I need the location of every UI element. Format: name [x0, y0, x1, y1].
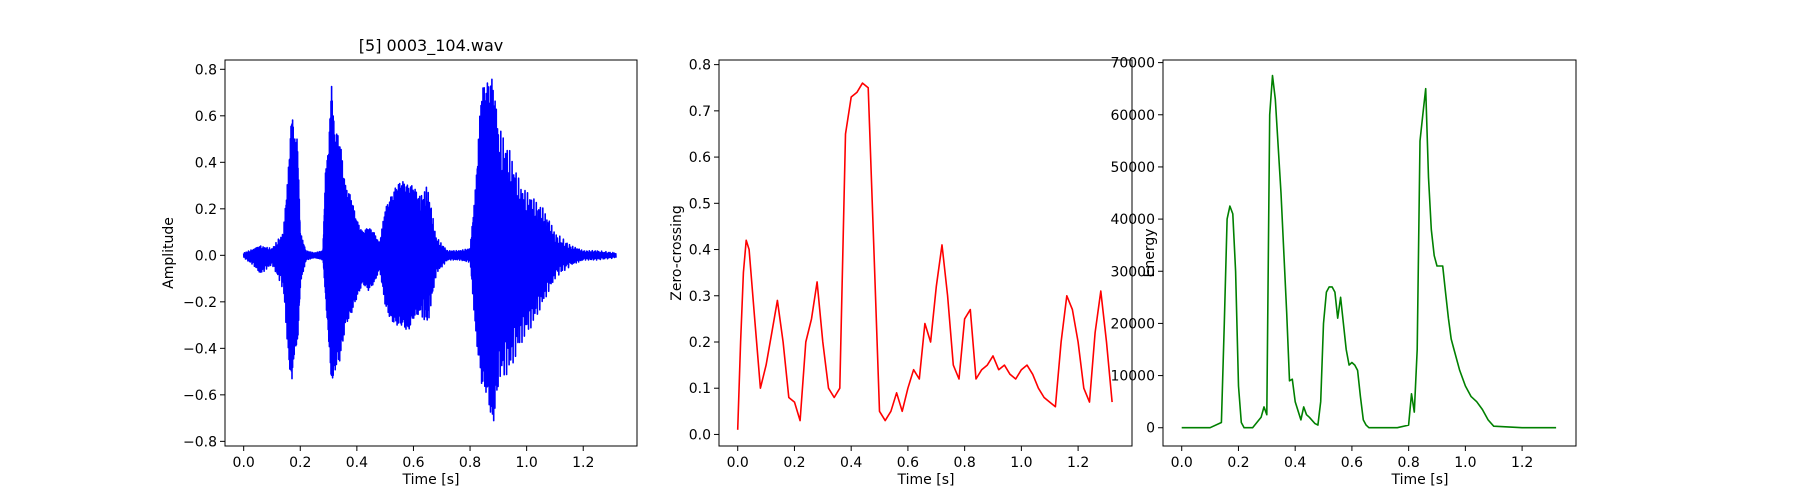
energy-series-line — [1181, 74, 1557, 429]
waveform-axes-frame — [224, 59, 638, 447]
waveform-y-tick-label: 0.6 — [195, 109, 217, 125]
waveform-series-line — [242, 78, 617, 422]
zero-crossing-subplot: Time [s] Zero-crossing 0.0 0.2 0.4 0.6 0.8 1.… — [669, 58, 1133, 488]
zero-crossing-y-tick-label: 0.4 — [689, 243, 711, 259]
energy-x-tick-label: 1.0 — [1454, 455, 1476, 471]
waveform-x-tick-label: 0.4 — [346, 455, 368, 471]
energy-y-tick-label: 0 — [1146, 421, 1155, 437]
waveform-y-tick-label: −0.8 — [183, 434, 217, 450]
energy-x-tick-label: 0.2 — [1227, 455, 1249, 471]
zero-crossing-y-tick-label: 0.5 — [689, 196, 711, 212]
waveform-y-tick-label: −0.4 — [183, 341, 217, 357]
waveform-title: [5] 0003_104.wav — [359, 36, 503, 56]
waveform-x-tick-label: 0.2 — [289, 455, 311, 471]
zero-crossing-y-tick-label: 0.6 — [689, 150, 711, 166]
energy-x-axis-label: Time [s] — [1391, 472, 1449, 488]
energy-axes-frame — [1162, 59, 1577, 447]
waveform-subplot: [5] 0003_104.wav Time [s] Amplitude 0.0 0… — [161, 36, 638, 488]
waveform-y-axis-label: Amplitude — [161, 217, 177, 289]
energy-y-tick-label: 50000 — [1110, 160, 1155, 176]
zero-crossing-y-tick-label: 0.2 — [689, 335, 711, 351]
zero-crossing-x-tick-label: 0.8 — [954, 455, 976, 471]
energy-subplot: Time [s] Energy 0.0 0.2 0.4 0.6 0.8 1.0 1.2 0 10… — [1110, 56, 1577, 488]
energy-y-tick-label: 60000 — [1110, 108, 1155, 124]
energy-x-tick-label: 0.4 — [1284, 455, 1306, 471]
zero-crossing-x-axis-label: Time [s] — [897, 472, 955, 488]
zero-crossing-series-line — [736, 82, 1113, 430]
energy-y-axis-label: Energy — [1142, 228, 1158, 277]
energy-x-tick-label: 0.0 — [1171, 455, 1193, 471]
waveform-y-tick-label: −0.6 — [183, 388, 217, 404]
waveform-y-tick-label: 0.8 — [195, 62, 217, 78]
zero-crossing-x-tick-label: 0.2 — [783, 455, 805, 471]
waveform-y-tick-label: 0.2 — [195, 202, 217, 218]
zero-crossing-x-tick-label: 0.4 — [840, 455, 862, 471]
waveform-x-axis-label: Time [s] — [402, 472, 460, 488]
zero-crossing-y-tick-label: 0.1 — [689, 381, 711, 397]
waveform-x-tick-label: 0.0 — [233, 455, 255, 471]
energy-y-tick-label: 20000 — [1110, 316, 1155, 332]
waveform-y-tick-label: 0.4 — [195, 155, 217, 171]
zero-crossing-y-tick-label: 0.7 — [689, 104, 711, 120]
zero-crossing-y-tick-label: 0.8 — [689, 58, 711, 74]
energy-x-tick-label: 0.6 — [1341, 455, 1363, 471]
waveform-x-tick-label: 0.8 — [459, 455, 481, 471]
waveform-x-tick-label: 0.6 — [402, 455, 424, 471]
waveform-x-tick-label: 1.0 — [516, 455, 538, 471]
zero-crossing-y-tick-label: 0.0 — [689, 427, 711, 443]
waveform-y-tick-label: −0.2 — [183, 295, 217, 311]
energy-y-tick-label: 40000 — [1110, 212, 1155, 228]
energy-y-tick-label: 30000 — [1110, 264, 1155, 280]
zero-crossing-x-tick-label: 1.0 — [1010, 455, 1032, 471]
zero-crossing-x-tick-label: 0.6 — [897, 455, 919, 471]
energy-x-tick-label: 1.2 — [1511, 455, 1533, 471]
energy-y-tick-label: 70000 — [1110, 56, 1155, 72]
zero-crossing-x-tick-label: 0.0 — [727, 455, 749, 471]
waveform-x-tick-label: 1.2 — [572, 455, 594, 471]
zero-crossing-x-tick-label: 1.2 — [1067, 455, 1089, 471]
energy-x-tick-label: 0.8 — [1398, 455, 1420, 471]
zero-crossing-axes-frame — [718, 59, 1133, 447]
energy-y-tick-label: 10000 — [1110, 369, 1155, 385]
zero-crossing-y-axis-label: Zero-crossing — [669, 205, 685, 300]
zero-crossing-y-tick-label: 0.3 — [689, 289, 711, 305]
waveform-y-tick-label: 0.0 — [195, 248, 217, 264]
